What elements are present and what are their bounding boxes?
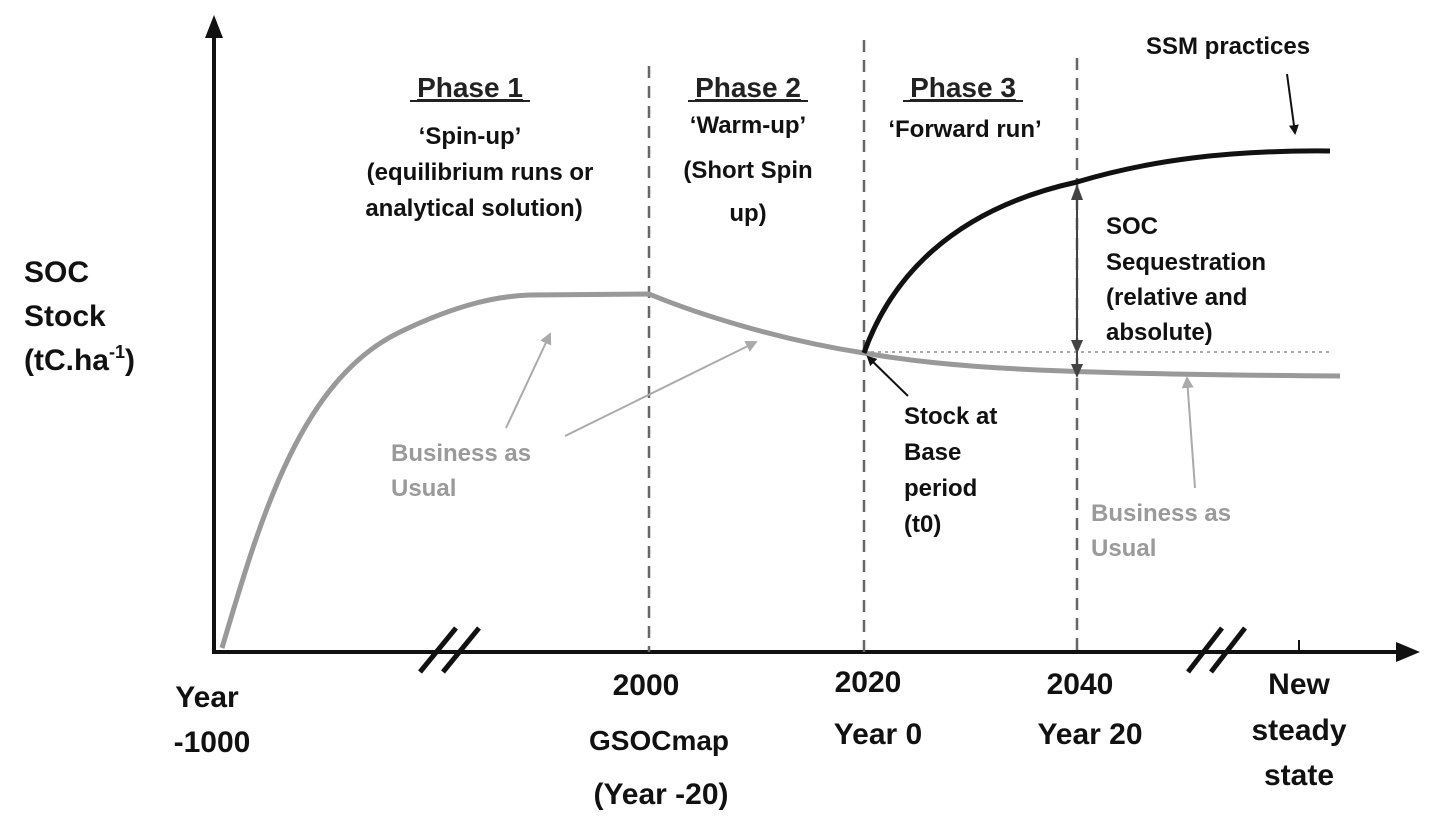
axis-break-right [1186, 626, 1247, 674]
ssm-practices-label: SSM practices [1146, 33, 1310, 60]
bau-pointer-right [1181, 376, 1196, 489]
ssm-curve [861, 148, 1331, 354]
phase-2: Phase 2 ‘Warm-up’ (Short Spin up) [683, 72, 812, 227]
sequestration-label: SOC Sequestration (relative and absolute… [1106, 213, 1266, 346]
stock-base-line2: Base [904, 439, 961, 466]
bau-pointer-left-1 [505, 332, 552, 429]
y-label-line3: (tC.ha-1) [24, 342, 135, 377]
stock-base-line4: (t0) [904, 511, 941, 538]
x-tick-year-label: Year [175, 681, 239, 714]
phase-3: Phase 3 ‘Forward run’ [888, 72, 1041, 143]
ssm-pointer-arrow [1286, 73, 1299, 135]
phase-2-desc-2: (Short Spin [683, 157, 812, 184]
stock-base-pointer-arrow [866, 355, 909, 397]
sequestration-arrowhead-bottom [1071, 364, 1083, 378]
bau-left-label: Business as Usual [391, 440, 531, 502]
y-label-end: ) [125, 344, 135, 377]
x-tick-year-minus-1000: Year -1000 [174, 681, 251, 759]
bau-right-label: Business as Usual [1091, 500, 1231, 562]
y-label-line2: Stock [24, 300, 106, 333]
stock-base-line1: Stock at [904, 403, 997, 430]
phase-1-desc-3: analytical solution) [365, 195, 582, 222]
x-tick-2040-year: 2040 [1047, 668, 1114, 701]
phase-3-title: Phase 3 [910, 72, 1016, 103]
y-label-line1: SOC [24, 256, 89, 289]
x-tick-gsocmap: GSOCmap [589, 725, 729, 756]
sequestration-line1: SOC [1106, 213, 1158, 240]
x-tick-new-steady-state: New steady state [1251, 668, 1346, 792]
x-tick-new: New [1268, 668, 1330, 701]
axis-break-left [418, 626, 481, 674]
y-label-superscript: -1 [109, 342, 125, 362]
x-tick-steady: steady [1251, 714, 1346, 747]
stock-base-label: Stock at Base period (t0) [904, 403, 997, 538]
stock-base-line3: period [904, 475, 977, 502]
x-tick-state: state [1264, 759, 1334, 792]
phase-2-desc-1: ‘Warm-up’ [690, 112, 806, 139]
sequestration-arrowhead-mid [1071, 340, 1083, 354]
bau-right-line2: Usual [1091, 535, 1156, 562]
phase-2-desc-3: up) [729, 200, 766, 227]
y-axis-arrowhead [205, 15, 223, 38]
phase-2-title: Phase 2 [695, 72, 801, 103]
bau-curve [219, 291, 1341, 649]
phase-1-title: Phase 1 [417, 72, 523, 103]
sequestration-line3: (relative and [1106, 284, 1247, 311]
x-tick-2020-year: 2020 [835, 666, 902, 699]
sequestration-line4: absolute) [1106, 319, 1213, 346]
sequestration-arrowhead-top [1071, 184, 1083, 200]
bau-left-line1: Business as [391, 440, 531, 467]
phase-1-desc-2: (equilibrium runs or [367, 159, 594, 186]
x-tick-minus-1000: -1000 [174, 726, 251, 759]
x-tick-year-minus-20: (Year -20) [593, 778, 728, 811]
bau-pointer-left-2 [564, 341, 758, 437]
x-tick-2040-rel: Year 20 [1037, 718, 1142, 751]
y-axis-label: SOC Stock (tC.ha-1) [24, 256, 135, 377]
phase-1-desc-1: ‘Spin-up’ [419, 123, 522, 150]
x-axis-arrowhead [1396, 642, 1420, 662]
y-label-main: (tC.ha [24, 344, 109, 377]
phase-1: Phase 1 ‘Spin-up’ (equilibrium runs or a… [365, 72, 593, 222]
x-tick-2020: 2020 Year 0 [834, 666, 922, 751]
x-tick-2000: 2000 [613, 669, 680, 702]
bau-right-line1: Business as [1091, 500, 1231, 527]
phase-3-desc-1: ‘Forward run’ [888, 116, 1041, 143]
x-tick-2020-rel: Year 0 [834, 718, 922, 751]
x-tick-2040: 2040 Year 20 [1037, 668, 1142, 751]
bau-left-line2: Usual [391, 475, 456, 502]
sequestration-line2: Sequestration [1106, 249, 1266, 276]
